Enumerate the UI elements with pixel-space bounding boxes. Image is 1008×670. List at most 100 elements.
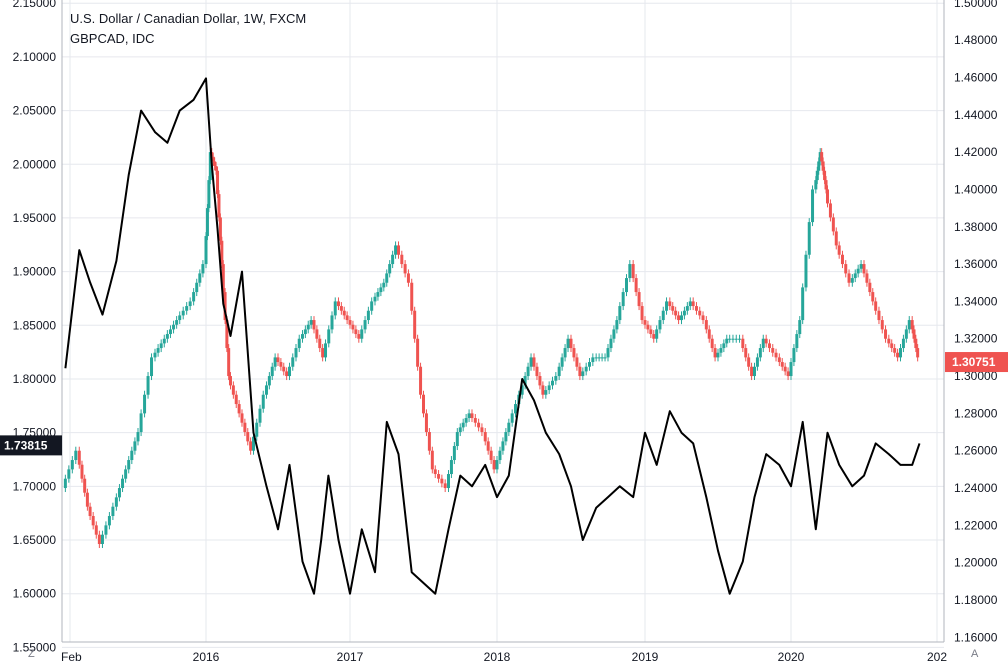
candle-body <box>538 376 542 386</box>
right-tick-label: 1.30000 <box>954 369 998 383</box>
candle-body <box>100 534 104 545</box>
candle-body <box>547 385 551 391</box>
time-axis[interactable]: Feb 2016 2017 2018 2019 2020 202 <box>61 641 947 664</box>
candle-body <box>121 478 125 489</box>
left-tick-label: 1.85000 <box>13 318 57 332</box>
candle-body <box>591 357 595 363</box>
timezone-z-button[interactable]: Z <box>28 648 35 660</box>
candle-body <box>738 338 742 340</box>
candle-body <box>774 352 778 358</box>
candle-body <box>535 366 539 377</box>
candle-body <box>804 254 808 288</box>
candle-body <box>554 376 558 381</box>
candle-body <box>480 427 484 433</box>
left-tick-label: 2.15000 <box>13 0 57 10</box>
time-tick-label: 2016 <box>193 650 220 664</box>
candle-body <box>354 329 358 335</box>
right-tick-label: 1.42000 <box>954 145 998 159</box>
candle-body <box>261 394 265 409</box>
candle-body <box>831 217 835 232</box>
candle-body <box>461 422 465 428</box>
candle-body <box>94 525 98 535</box>
candle-body <box>309 320 313 325</box>
candle-body <box>750 366 754 377</box>
right-price-axis[interactable]: 1.16000 1.18000 1.20000 1.22000 1.24000 1.260… <box>943 0 998 644</box>
candle-body <box>817 161 821 171</box>
candle-body <box>716 352 720 358</box>
auto-scale-a-button[interactable]: A <box>971 648 979 660</box>
candle-body <box>904 329 908 339</box>
candle-body <box>433 469 437 475</box>
candle-body <box>631 264 635 279</box>
candle-body <box>124 469 128 479</box>
candle-body <box>594 357 598 359</box>
candle-body <box>192 292 196 302</box>
candle-body <box>403 264 407 274</box>
candle-body <box>282 366 286 372</box>
candle-body <box>722 343 726 349</box>
candle-body <box>217 194 221 218</box>
candle-body <box>753 366 756 377</box>
candle-body <box>884 329 888 339</box>
candle-body <box>205 208 209 237</box>
candle-body <box>430 450 434 470</box>
candle-body <box>826 189 829 204</box>
candle-body <box>655 329 659 339</box>
candle-body <box>856 268 860 274</box>
candle-body <box>529 357 533 367</box>
candle-body <box>156 348 160 353</box>
candle-body <box>207 180 211 209</box>
candle-body <box>228 376 232 386</box>
candle-body <box>868 282 872 293</box>
left-tick-label: 2.00000 <box>13 157 57 171</box>
candle-body <box>70 460 74 470</box>
candle-body <box>336 301 340 307</box>
candle-body <box>489 450 493 461</box>
candle-body <box>847 273 851 283</box>
candle-body <box>643 320 647 325</box>
candle-body <box>544 390 548 395</box>
candle-body <box>181 310 185 316</box>
left-price-axis[interactable]: 1.550001.600001.650001.700001.750001.800… <box>13 0 63 654</box>
candle-body <box>609 338 613 349</box>
candle-body <box>339 306 343 311</box>
candle-body <box>541 385 545 395</box>
candle-body <box>249 441 253 451</box>
gbpcad-line <box>64 77 921 595</box>
candle-body <box>828 203 832 218</box>
candle-body <box>363 320 367 330</box>
left-tick-label: 1.55000 <box>13 640 57 654</box>
candle-body <box>671 306 675 311</box>
candle-body <box>704 320 708 330</box>
candle-body <box>213 161 217 167</box>
candle-body <box>333 301 337 316</box>
candle-body <box>345 315 349 321</box>
candle-body <box>731 338 735 340</box>
candle-body <box>674 310 678 316</box>
candle-body <box>801 287 805 321</box>
candle-body <box>221 264 225 293</box>
candle-body <box>258 408 262 423</box>
candle-body <box>270 366 274 377</box>
candle-body <box>811 189 815 223</box>
candle-body <box>821 161 825 171</box>
candle-body <box>734 338 738 340</box>
candle-body <box>223 292 227 321</box>
right-tick-label: 1.16000 <box>954 630 998 644</box>
chart-legend: U.S. Dollar / Canadian Dollar, 1W, FXCM … <box>70 9 306 49</box>
left-last-value-tag <box>0 435 62 456</box>
candle-body <box>865 273 869 283</box>
candle-body <box>427 432 431 451</box>
time-tick-label: 202 <box>927 650 947 664</box>
candle-body <box>834 231 838 246</box>
left-tick-label: 1.70000 <box>13 479 57 493</box>
candle-body <box>406 273 410 283</box>
candle-body <box>907 320 911 330</box>
candle-body <box>188 301 192 307</box>
candle-body <box>725 338 729 344</box>
candle-body <box>477 422 481 428</box>
candle-body <box>820 152 824 162</box>
candle-body <box>764 338 768 344</box>
candle-body <box>862 264 866 274</box>
